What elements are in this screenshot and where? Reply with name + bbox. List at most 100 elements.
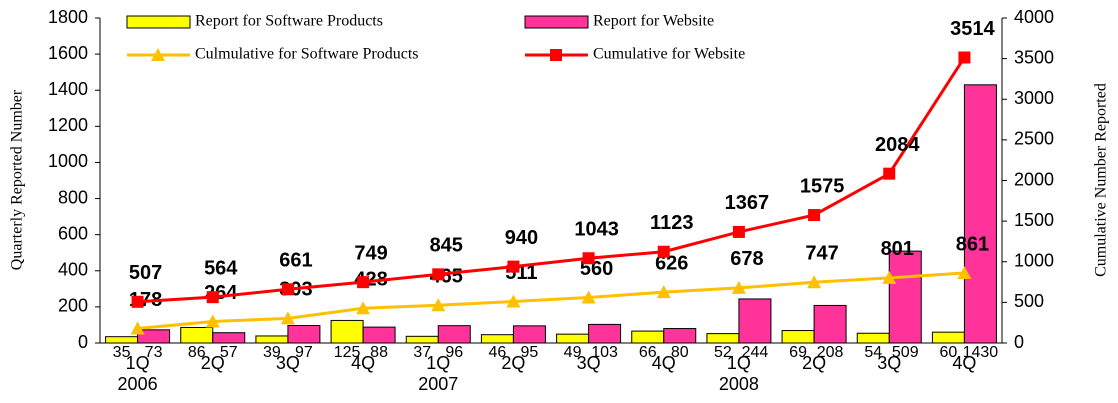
- y2-tick-label: 2500: [1014, 129, 1054, 149]
- line-marker: [732, 225, 745, 238]
- line-value-label: 845: [430, 235, 463, 257]
- line-marker: [151, 48, 165, 61]
- bar: [287, 324, 321, 344]
- x-tick-label: 2Q: [201, 353, 225, 373]
- bar-value-label: 49: [564, 344, 582, 361]
- bar-value-label: 54: [864, 344, 882, 361]
- line-marker: [957, 266, 972, 280]
- bar-value-label: 244: [742, 344, 769, 361]
- line-marker: [657, 245, 670, 258]
- bar: [588, 323, 622, 344]
- bar: [105, 336, 139, 344]
- bar-value-label: 39: [263, 344, 281, 361]
- bar: [180, 326, 214, 344]
- bar: [663, 328, 697, 344]
- bar-value-label: 86: [188, 344, 206, 361]
- legend-label: Culmulative for Software Products: [195, 46, 419, 63]
- bar: [437, 325, 471, 344]
- line-marker: [130, 321, 145, 335]
- bar: [963, 84, 997, 344]
- y-axis-title: Quarterly Reported Number: [9, 89, 26, 270]
- line-marker: [206, 291, 219, 304]
- x-tick-label: 4Q: [351, 353, 375, 373]
- bar-value-label: 73: [145, 344, 163, 361]
- x-group-label: 2007: [418, 374, 458, 394]
- line-value-label: 661: [279, 250, 312, 272]
- x-tick-label: 4Q: [652, 353, 676, 373]
- line-marker: [656, 285, 671, 299]
- line-value-label: 564: [204, 257, 238, 279]
- line-value-label: 678: [730, 248, 763, 270]
- x-tick-label: 1Q: [727, 353, 751, 373]
- x-tick-label: 1Q: [126, 353, 150, 373]
- y-tick-label: 0: [78, 332, 88, 352]
- line-marker: [807, 275, 822, 289]
- bar: [781, 330, 815, 344]
- line-value-label: 747: [805, 243, 838, 265]
- line-marker: [280, 311, 295, 325]
- legend-label: Report for Website: [593, 13, 714, 30]
- bar-value-label: 60: [940, 344, 958, 361]
- line-marker: [205, 314, 220, 328]
- line-marker: [581, 290, 596, 304]
- y-tick-label: 200: [58, 296, 88, 316]
- line-marker: [507, 260, 520, 273]
- bar: [856, 332, 890, 344]
- y2-tick-label: 3500: [1014, 47, 1054, 67]
- bar-value-label: 80: [671, 344, 689, 361]
- y2-tick-label: 1000: [1014, 251, 1054, 271]
- bar: [706, 333, 740, 344]
- bar-value-label: 57: [220, 344, 238, 361]
- line-value-label: 801: [881, 238, 914, 260]
- line-value-label: 940: [505, 227, 538, 249]
- bar: [512, 325, 546, 344]
- line-value-label: 3514: [950, 18, 995, 40]
- bar: [556, 333, 590, 344]
- line-value-label: 2084: [875, 134, 920, 156]
- line-marker: [356, 301, 371, 315]
- line-marker: [883, 167, 896, 180]
- bar: [813, 304, 847, 344]
- x-tick-label: 1Q: [426, 353, 450, 373]
- legend-label: Report for Software Products: [195, 13, 383, 30]
- line-value-label: 507: [129, 262, 162, 284]
- y2-tick-label: 2000: [1014, 169, 1054, 189]
- line-value-label: 861: [956, 233, 989, 255]
- line-value-label: 1367: [725, 192, 770, 214]
- bar: [888, 250, 922, 344]
- x-tick-label: 3Q: [877, 353, 901, 373]
- y-tick-label: 1400: [48, 79, 88, 99]
- bar-value-label: 37: [413, 344, 431, 361]
- y-tick-label: 400: [58, 260, 88, 280]
- bar-value-label: 46: [489, 344, 507, 361]
- bar-value-label: 35: [113, 344, 131, 361]
- bar-value-label: 66: [639, 344, 657, 361]
- bar-value-label: 69: [789, 344, 807, 361]
- legend-swatch: [524, 15, 589, 29]
- bar: [931, 331, 965, 344]
- x-tick-label: 4Q: [952, 353, 976, 373]
- line-value-label: 749: [354, 242, 387, 264]
- bar-value-label: 208: [817, 344, 844, 361]
- line-value-label: 626: [655, 252, 688, 274]
- y-tick-label: 1600: [48, 43, 88, 63]
- y-tick-label: 600: [58, 223, 88, 243]
- y2-tick-label: 4000: [1014, 7, 1054, 27]
- y2-tick-label: 3000: [1014, 88, 1054, 108]
- y-tick-label: 1000: [48, 151, 88, 171]
- line-marker: [550, 49, 562, 61]
- line-marker: [131, 295, 144, 308]
- bar: [212, 332, 246, 344]
- y-tick-label: 1200: [48, 115, 88, 135]
- bar: [480, 334, 514, 344]
- bar: [738, 298, 772, 344]
- line-marker: [958, 51, 971, 64]
- line: [137, 56, 966, 304]
- legend-swatch: [126, 15, 191, 29]
- y-tick-label: 800: [58, 187, 88, 207]
- line: [137, 271, 965, 331]
- bar-value-label: 88: [370, 344, 388, 361]
- line-marker: [506, 294, 521, 308]
- line-marker: [357, 276, 370, 289]
- bar-value-label: 103: [591, 344, 618, 361]
